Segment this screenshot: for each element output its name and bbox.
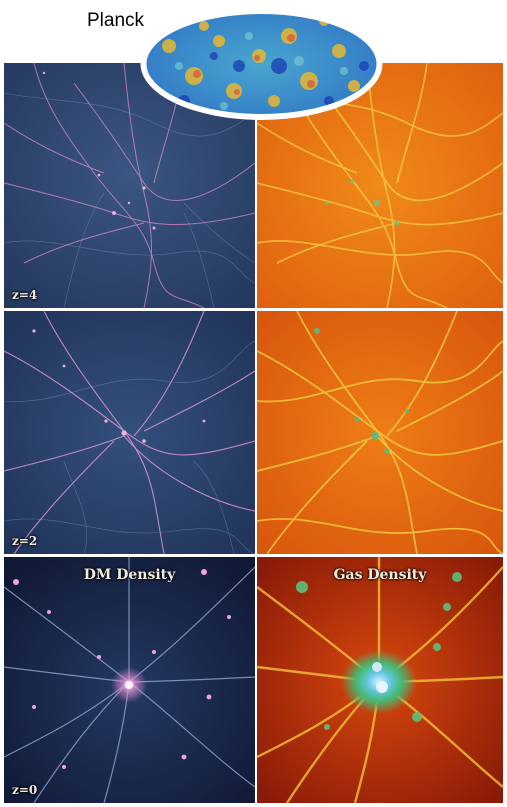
gas-panel-z0: Gas Density	[257, 557, 503, 803]
planck-label: Planck	[87, 10, 145, 31]
redshift-label-z0: z=0	[12, 783, 38, 797]
dm-density-map-z2	[4, 311, 255, 554]
gas-density-label: Gas Density	[333, 567, 427, 583]
redshift-label-z2: z=2	[12, 534, 38, 548]
redshift-label-z4: z=4	[12, 288, 38, 302]
gas-density-map-z2	[257, 311, 503, 554]
dm-density-label: DM Density	[83, 567, 176, 583]
cmb-ellipse	[140, 8, 383, 120]
dm-panel-z2: z=2	[4, 311, 255, 554]
planck-cmb-map	[139, 6, 384, 122]
gas-panel-z2	[257, 311, 503, 554]
dm-panel-z0: DM Density z=0	[4, 557, 255, 803]
dm-density-map-z0	[4, 557, 255, 803]
gas-density-map-z0	[257, 557, 503, 803]
